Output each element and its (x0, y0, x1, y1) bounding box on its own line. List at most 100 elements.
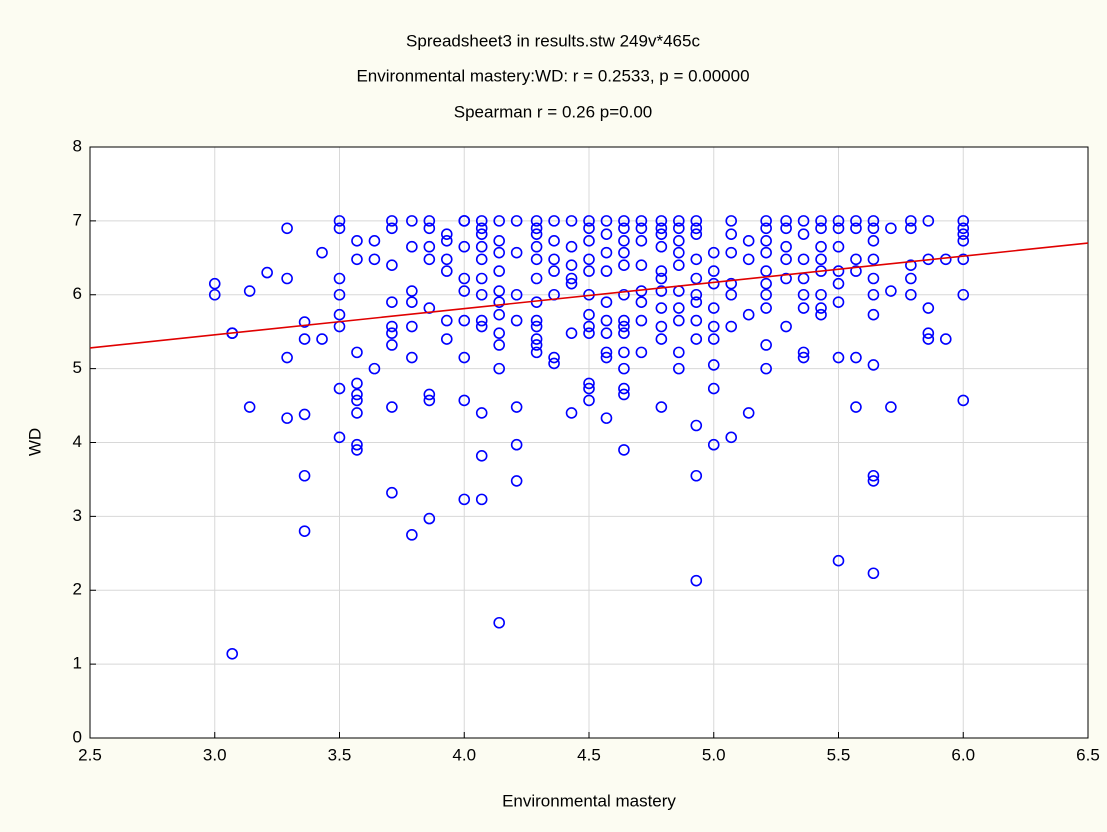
point (690, 228, 703, 240)
point (440, 228, 453, 240)
point (655, 265, 668, 277)
point (655, 285, 668, 297)
point (655, 240, 668, 253)
point (406, 351, 418, 364)
point (885, 285, 897, 297)
point (333, 288, 346, 301)
point (565, 259, 578, 272)
point (635, 314, 648, 327)
point (583, 265, 595, 277)
point (655, 320, 668, 333)
point (440, 333, 453, 345)
point (386, 486, 398, 499)
point (548, 351, 560, 364)
point (760, 362, 772, 375)
point (565, 215, 578, 227)
point (368, 253, 381, 266)
point (333, 215, 346, 227)
point (208, 277, 221, 290)
point (618, 327, 630, 339)
point (832, 554, 845, 567)
point (423, 388, 436, 401)
point (243, 285, 256, 297)
point (351, 394, 363, 407)
point (475, 272, 488, 285)
point (510, 314, 523, 327)
point (832, 222, 845, 235)
point (922, 333, 935, 345)
point (760, 302, 772, 314)
point (510, 401, 523, 413)
point (458, 314, 471, 327)
point (351, 377, 363, 390)
point (351, 253, 363, 266)
point (600, 412, 613, 424)
point (725, 288, 738, 301)
point (832, 265, 845, 277)
point (475, 288, 488, 301)
point (957, 215, 970, 227)
point (600, 296, 613, 308)
point (386, 259, 398, 272)
point (351, 388, 363, 401)
x-tick-label: 5.5 (827, 745, 851, 764)
point (298, 525, 311, 537)
point (406, 320, 418, 333)
point (583, 235, 595, 247)
point (655, 333, 668, 345)
point (797, 253, 810, 266)
point (583, 222, 595, 235)
point (797, 302, 810, 314)
y-tick-label: 0 (73, 727, 82, 746)
point (635, 222, 648, 235)
point (725, 431, 738, 444)
point (635, 235, 648, 247)
point (850, 401, 862, 413)
y-tick-label: 5 (73, 358, 82, 377)
point (742, 308, 755, 321)
point (905, 222, 917, 235)
point (815, 302, 827, 314)
point (475, 320, 488, 333)
y-tick-label: 8 (73, 136, 82, 155)
point (368, 235, 381, 247)
point (725, 215, 738, 227)
point (333, 272, 346, 285)
point (458, 285, 471, 297)
point (780, 240, 792, 253)
point (690, 296, 703, 308)
point (475, 215, 488, 227)
point (673, 215, 685, 227)
point (797, 288, 810, 301)
point (386, 320, 398, 333)
point (832, 240, 845, 253)
point (725, 246, 738, 259)
chart-subtitle: Environmental mastery:WD: r = 0.2533, p … (356, 66, 749, 85)
point (475, 240, 488, 253)
point (475, 407, 488, 419)
point (423, 394, 436, 407)
point (493, 235, 505, 247)
point (316, 333, 328, 345)
point (780, 253, 792, 266)
point (583, 327, 595, 339)
point (850, 253, 862, 266)
point (351, 444, 363, 456)
point (316, 246, 328, 259)
point (600, 265, 613, 277)
point (406, 285, 418, 297)
fit-line (89, 242, 1089, 349)
point (351, 235, 363, 247)
point (600, 346, 613, 359)
point (493, 246, 505, 259)
point (600, 351, 613, 364)
point (475, 449, 488, 462)
point (690, 288, 703, 301)
point (867, 215, 880, 227)
point (707, 359, 720, 371)
x-tick-label: 3.0 (203, 745, 227, 764)
point (673, 246, 685, 259)
point (386, 401, 398, 413)
y-tick-label: 7 (73, 210, 82, 229)
point (957, 394, 970, 407)
